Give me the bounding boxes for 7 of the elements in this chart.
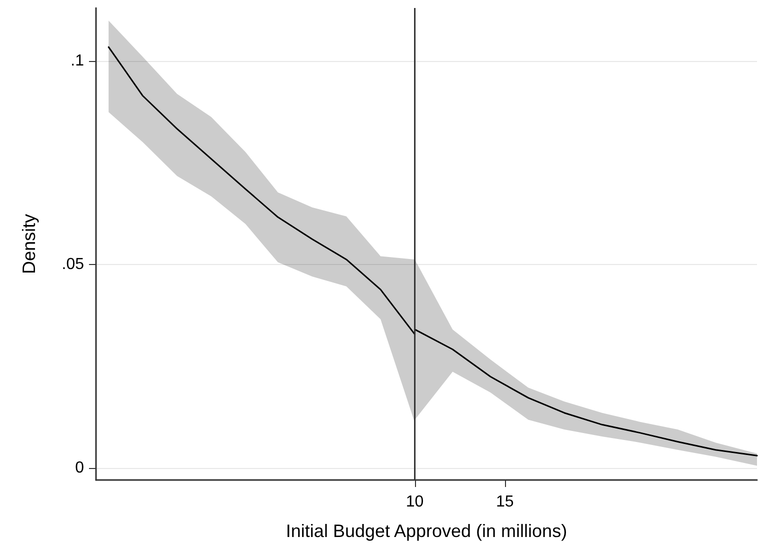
y-axis-title: Density [19, 214, 39, 274]
x-tick-label: 10 [406, 494, 424, 510]
y-tick-label: .1 [70, 52, 84, 70]
x-axis-title: Initial Budget Approved (in millions) [286, 521, 568, 541]
y-tick-label: 0 [75, 459, 84, 476]
y-tick-label: .05 [62, 256, 84, 273]
x-tick-label: 15 [496, 494, 514, 510]
